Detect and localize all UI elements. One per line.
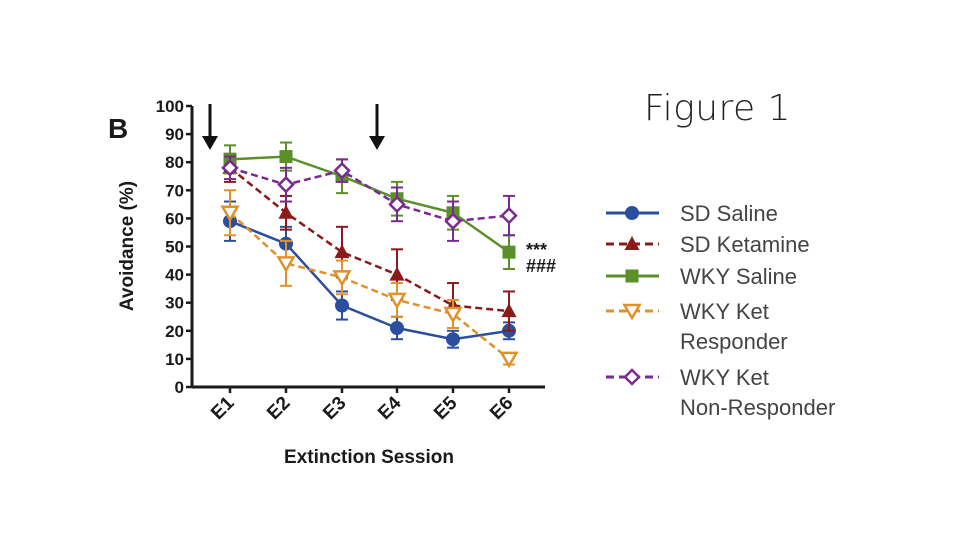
y-tick-label: 90: [165, 125, 184, 144]
data-point: [390, 320, 404, 335]
data-point: [332, 270, 352, 287]
series-sd-ketamine: [222, 152, 517, 332]
significance-marker-1: ***: [526, 240, 547, 260]
data-point: [500, 206, 518, 225]
series-wky-saline: [223, 141, 516, 270]
data-point: [444, 212, 462, 230]
legend-label: SD Ketamine: [680, 232, 810, 257]
y-tick-label: 50: [165, 238, 184, 257]
legend-marker: [623, 368, 641, 386]
session-arrow: [202, 104, 218, 150]
legend-item-wky-saline: WKY Saline: [606, 264, 797, 289]
panel-label: B: [108, 113, 128, 144]
session-arrow: [369, 104, 385, 150]
series-line-wky-ket-non-responder: [229, 166, 510, 223]
x-tick-label: E1: [207, 392, 239, 424]
legend-label: Non-Responder: [680, 395, 835, 420]
y-tick-label: 40: [165, 266, 184, 285]
y-tick-label: 100: [156, 97, 184, 116]
data-point: [278, 204, 294, 219]
legend-label: Responder: [680, 329, 788, 354]
legend-label: SD Saline: [680, 201, 778, 226]
x-tick-label: E5: [430, 392, 462, 424]
data-point: [334, 244, 350, 259]
data-point: [502, 245, 516, 259]
series-wky-ket-responder: [220, 189, 519, 369]
y-axis-title: Avoidance (%): [117, 181, 138, 311]
data-point: [221, 159, 239, 177]
data-point: [446, 332, 460, 347]
series-line-sd-saline: [229, 220, 510, 341]
x-axis-title: Extinction Session: [284, 447, 454, 468]
x-tick-label: E4: [374, 392, 406, 424]
series-wky-ket-non-responder: [221, 155, 518, 242]
legend-label: WKY Saline: [680, 264, 797, 289]
legend-item-wky-ket-responder: WKY Ket Responder: [606, 299, 788, 354]
y-tick-label: 80: [165, 153, 184, 172]
data-point: [277, 175, 295, 194]
legend-marker: [624, 236, 640, 250]
legend-label: WKY Ket: [680, 365, 769, 390]
x-tick-label: E2: [263, 393, 294, 424]
x-tick-label: E6: [486, 393, 517, 424]
legend-marker: [625, 206, 639, 220]
legend-marker: [622, 303, 642, 321]
legend-item-sd-ketamine: SD Ketamine: [606, 232, 810, 257]
data-point: [333, 161, 351, 180]
data-point: [501, 303, 517, 318]
data-point: [443, 306, 463, 324]
legend-marker: [625, 269, 639, 283]
data-point: [499, 351, 519, 369]
data-point: [387, 292, 407, 310]
y-tick-label: 20: [165, 322, 184, 341]
data-point: [220, 205, 240, 223]
y-tick-label: 30: [165, 294, 184, 313]
y-tick-label: 70: [165, 181, 184, 200]
slide-title: Figure 1: [644, 88, 792, 129]
legend-label: WKY Ket: [680, 299, 769, 324]
significance-marker-2: ###: [526, 256, 556, 276]
data-point: [279, 150, 293, 164]
data-point: [389, 266, 405, 281]
y-tick-label: 10: [165, 350, 184, 369]
series-line-sd-ketamine: [229, 166, 510, 313]
y-tick-label: 60: [165, 209, 184, 228]
data-point: [335, 298, 349, 313]
x-tick-label: E3: [319, 393, 350, 424]
legend-item-wky-ket-non-responder: WKY Ket Non-Responder: [606, 365, 835, 420]
y-tick-label: 0: [175, 378, 184, 397]
data-point: [276, 256, 296, 273]
data-point: [388, 195, 406, 214]
series-sd-saline: [223, 200, 516, 349]
legend-item-sd-saline: SD Saline: [606, 201, 778, 226]
